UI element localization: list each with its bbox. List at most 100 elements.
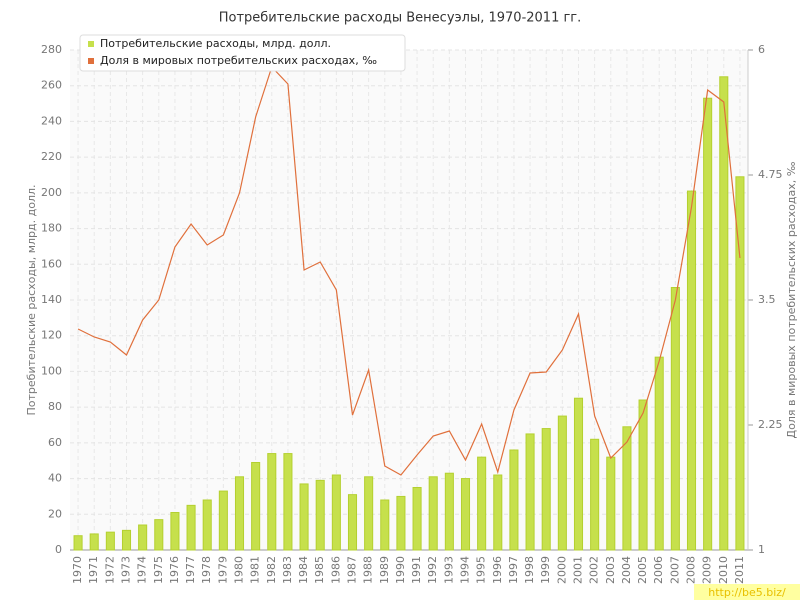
x-tick-label: 1973 [120, 556, 133, 584]
y2-tick-label: 2.25 [758, 418, 783, 431]
x-tick-label: 1998 [523, 556, 536, 584]
bar [557, 415, 567, 551]
bar [234, 476, 245, 551]
x-tick-label: 1985 [313, 556, 326, 584]
x-tick-label: 1971 [87, 556, 100, 584]
legend-label: Потребительские расходы, млрд. долл. [100, 37, 331, 50]
legend-swatch [88, 58, 94, 64]
bar [186, 504, 196, 551]
x-tick-label: 1995 [475, 556, 488, 584]
bar [573, 397, 584, 551]
x-tick-label: 1987 [346, 556, 359, 584]
x-tick-label: 2001 [572, 556, 585, 584]
x-tick-label: 1989 [378, 556, 391, 584]
x-tick-label: 1972 [103, 556, 116, 584]
x-tick-label: 2009 [701, 556, 714, 584]
x-tick-label: 1978 [200, 556, 213, 584]
x-tick-label: 1993 [442, 556, 455, 584]
y2-tick-label: 3.5 [758, 293, 776, 306]
x-tick-label: 2004 [620, 556, 633, 584]
x-tick-label: 2000 [555, 556, 568, 584]
bar [154, 519, 164, 551]
bar [347, 494, 358, 551]
y-tick-label: 280 [41, 43, 62, 56]
bar [396, 495, 406, 551]
y2-tick-label: 1 [758, 543, 765, 556]
bar [525, 433, 535, 551]
y2-tick-label: 6 [758, 43, 765, 56]
bar [670, 287, 680, 551]
y-tick-label: 180 [41, 222, 62, 235]
x-tick-label: 2010 [717, 556, 730, 584]
bar [735, 176, 745, 551]
bar [331, 474, 341, 551]
x-tick-label: 1982 [265, 556, 278, 584]
bar [493, 474, 503, 551]
y-tick-label: 120 [41, 329, 62, 342]
y-axis-title: Потребительские расходы, млрд. долл. [25, 185, 38, 416]
bar [299, 483, 309, 551]
x-tick-label: 1992 [426, 556, 439, 584]
y-tick-label: 220 [41, 150, 62, 163]
y-tick-label: 0 [55, 543, 62, 556]
legend-label: Доля в мировых потребительских расходах,… [100, 54, 377, 67]
x-tick-label: 1991 [410, 556, 423, 584]
legend: Потребительские расходы, млрд. долл. Доля… [79, 34, 406, 72]
x-tick-label: 1974 [136, 556, 149, 584]
bar [251, 462, 261, 551]
bar [315, 479, 325, 551]
chart-title: Потребительские расходы Венесуэлы, 1970-… [219, 11, 582, 26]
line [77, 65, 741, 476]
x-tick-label: 1999 [539, 556, 552, 584]
bar [267, 453, 277, 551]
x-tick-label: 1994 [459, 556, 472, 584]
y-tick-label: 140 [41, 293, 62, 306]
bar [105, 531, 115, 551]
y-tick-label: 20 [48, 507, 62, 520]
bar [686, 190, 697, 551]
x-tick-label: 2008 [685, 556, 698, 584]
x-tick-label: 2003 [604, 556, 617, 584]
bar [622, 426, 632, 551]
y-tick-label: 260 [41, 79, 62, 92]
bar [719, 76, 729, 551]
x-tick-label: 1977 [184, 556, 197, 584]
y2-tick-label: 4.75 [758, 168, 783, 181]
legend-box [79, 34, 406, 72]
bar [138, 524, 148, 551]
bar [444, 472, 454, 551]
bar [412, 487, 422, 551]
x-tick-label: 2002 [588, 556, 601, 584]
x-tick-label: 1981 [249, 556, 262, 584]
y-tick-label: 240 [41, 114, 62, 127]
bar [364, 476, 374, 551]
x-tick-label: 1988 [362, 556, 375, 584]
bar [541, 428, 551, 551]
y-tick-label: 80 [48, 400, 62, 413]
bar [638, 399, 648, 551]
x-tick-label: 1976 [168, 556, 181, 584]
watermark: http://be5.biz/ [708, 586, 786, 599]
x-tick-label: 1975 [152, 556, 165, 584]
bar [477, 456, 487, 551]
x-tick-label: 1983 [281, 556, 294, 584]
y-tick-label: 40 [48, 472, 62, 485]
watermark-box [694, 584, 800, 600]
bar [428, 476, 438, 551]
bar [202, 499, 212, 551]
x-tick-label: 1970 [71, 556, 84, 584]
x-tick-label: 1996 [491, 556, 504, 584]
x-tick-label: 1979 [216, 556, 229, 584]
bar [509, 449, 519, 551]
bar [73, 535, 83, 551]
bar [283, 453, 293, 551]
bar [89, 533, 99, 551]
bar [590, 438, 600, 551]
x-tick-label: 1984 [297, 556, 310, 584]
bar [703, 97, 713, 551]
x-tick-label: 2006 [652, 556, 665, 584]
legend-swatch [88, 41, 94, 47]
bar [170, 512, 180, 551]
bar [218, 490, 228, 551]
